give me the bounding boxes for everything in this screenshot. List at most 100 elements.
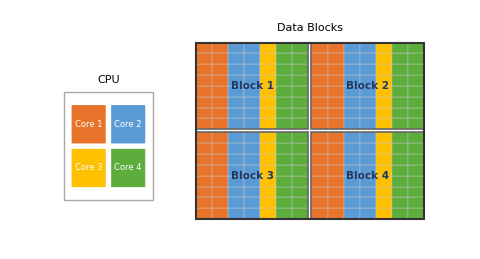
Bar [196, 107, 212, 118]
Bar [392, 42, 408, 53]
Bar [212, 143, 228, 154]
Bar [244, 42, 260, 53]
Bar [260, 132, 276, 143]
Bar [260, 186, 276, 197]
Bar [212, 154, 228, 165]
Bar [196, 53, 212, 64]
Bar [392, 186, 408, 197]
Bar [244, 176, 260, 186]
Bar [312, 97, 327, 107]
Bar [360, 208, 376, 219]
Bar [292, 143, 308, 154]
Bar [376, 53, 392, 64]
Bar [260, 176, 276, 186]
Bar [360, 176, 376, 186]
Bar [244, 97, 260, 107]
Bar [327, 53, 344, 64]
Bar [392, 75, 408, 86]
Bar [196, 132, 212, 143]
Bar [292, 75, 308, 86]
Bar [292, 186, 308, 197]
Bar [276, 186, 292, 197]
Bar [376, 42, 392, 53]
Bar [392, 165, 408, 176]
Bar [344, 197, 360, 208]
Bar [228, 64, 244, 75]
Bar [408, 208, 424, 219]
Bar [276, 118, 292, 129]
Bar [312, 208, 327, 219]
Bar [327, 197, 344, 208]
Bar [228, 197, 244, 208]
Bar [312, 118, 327, 129]
Bar [392, 107, 408, 118]
Bar [292, 154, 308, 165]
Bar [360, 165, 376, 176]
Bar [344, 208, 360, 219]
Bar [196, 165, 212, 176]
Bar [64, 92, 153, 200]
Bar [292, 118, 308, 129]
Bar [260, 165, 276, 176]
Bar [244, 165, 260, 176]
Bar [276, 143, 292, 154]
Bar [228, 165, 244, 176]
Bar [292, 132, 308, 143]
Bar [327, 176, 344, 186]
Bar [244, 86, 260, 97]
Bar [327, 208, 344, 219]
Bar [244, 107, 260, 118]
Bar [212, 176, 228, 186]
Bar [260, 143, 276, 154]
Bar [360, 107, 376, 118]
Bar [312, 197, 327, 208]
Bar [260, 197, 276, 208]
Bar [244, 197, 260, 208]
Bar [260, 107, 276, 118]
Bar [327, 154, 344, 165]
Bar [292, 197, 308, 208]
Bar [228, 176, 244, 186]
Bar [392, 132, 408, 143]
Bar [312, 42, 327, 53]
Bar [376, 86, 392, 97]
Bar [408, 154, 424, 165]
Bar [376, 165, 392, 176]
Bar [292, 107, 308, 118]
Bar [212, 75, 228, 86]
Bar [344, 42, 360, 53]
Bar [196, 197, 212, 208]
Bar [260, 64, 276, 75]
Bar [344, 75, 360, 86]
Bar [376, 197, 392, 208]
Bar [344, 176, 360, 186]
Bar [360, 132, 376, 143]
Bar [196, 176, 212, 186]
Bar [196, 42, 212, 53]
Bar [244, 64, 260, 75]
Bar [344, 186, 360, 197]
Bar [376, 186, 392, 197]
Bar [228, 53, 244, 64]
Bar [196, 42, 308, 129]
Bar [408, 42, 424, 53]
Bar [228, 208, 244, 219]
Bar [260, 86, 276, 97]
Bar [292, 165, 308, 176]
Bar [360, 154, 376, 165]
Bar [260, 118, 276, 129]
Bar [327, 75, 344, 86]
Bar [376, 64, 392, 75]
Bar [212, 86, 228, 97]
Bar [376, 107, 392, 118]
Bar [260, 75, 276, 86]
Bar [327, 143, 344, 154]
Bar [196, 42, 424, 219]
Text: Core 2: Core 2 [114, 120, 142, 129]
Bar [344, 165, 360, 176]
Bar [376, 176, 392, 186]
Bar [392, 143, 408, 154]
Bar [392, 118, 408, 129]
Text: Block 1: Block 1 [230, 81, 274, 91]
Bar [376, 132, 392, 143]
